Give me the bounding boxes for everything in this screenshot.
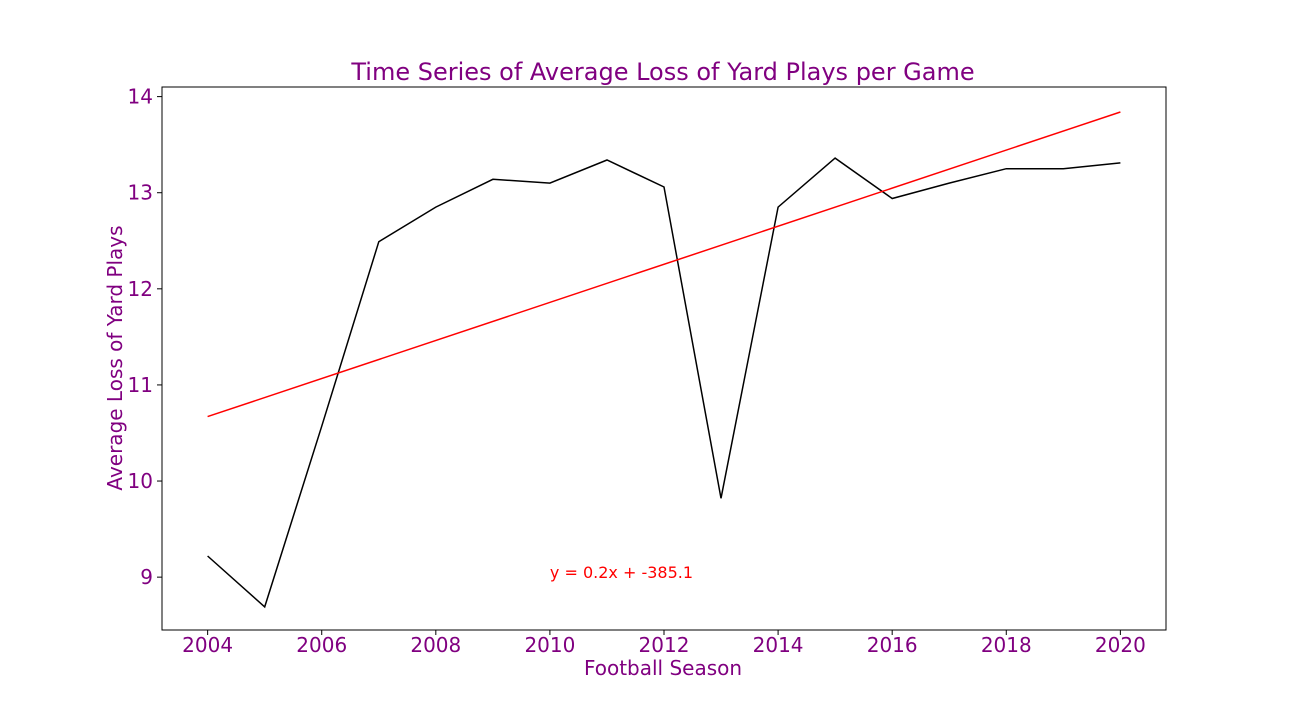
y-tick-label: 9 — [140, 565, 153, 589]
x-tick-label: 2018 — [981, 633, 1032, 657]
y-tick-label: 11 — [128, 373, 153, 397]
x-tick-label: 2006 — [296, 633, 347, 657]
y-axis-label: Average Loss of Yard Plays — [103, 225, 127, 490]
y-tick-label: 12 — [128, 277, 153, 301]
y-tick-label: 14 — [128, 85, 153, 109]
x-tick-label: 2008 — [410, 633, 461, 657]
x-tick-label: 2012 — [639, 633, 690, 657]
y-axis-ticks: 9 10 11 12 13 14 — [128, 85, 162, 589]
x-axis-label: Football Season — [584, 656, 742, 680]
x-tick-label: 2010 — [524, 633, 575, 657]
data-series-line — [207, 157, 1121, 609]
x-tick-label: 2014 — [753, 633, 804, 657]
plot-area — [207, 111, 1121, 609]
x-tick-label: 2016 — [867, 633, 918, 657]
y-tick-label: 10 — [128, 469, 153, 493]
chart-title: Time Series of Average Loss of Yard Play… — [350, 58, 974, 86]
x-tick-label: 2004 — [182, 633, 233, 657]
x-axis-ticks: 2004 2006 2008 2010 2012 2014 2016 2018 2020 — [182, 630, 1146, 657]
x-tick-label: 2020 — [1095, 633, 1146, 657]
trend-line — [207, 111, 1121, 418]
trendline-equation-annotation: y = 0.2x + -385.1 — [550, 563, 693, 582]
y-tick-label: 13 — [128, 181, 153, 205]
